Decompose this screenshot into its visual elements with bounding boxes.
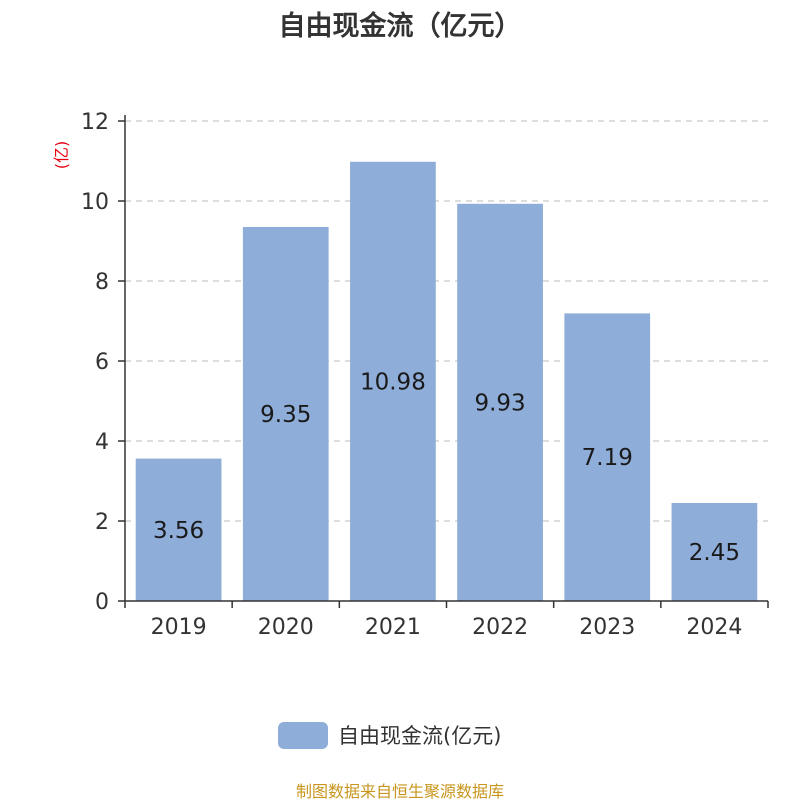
bars xyxy=(135,161,758,602)
bar-2020[interactable] xyxy=(242,227,329,601)
y-tick-label: 12 xyxy=(81,110,109,135)
data-label: 9.93 xyxy=(474,390,525,416)
bar-2022[interactable] xyxy=(457,203,543,602)
data-label: 2.45 xyxy=(689,540,740,566)
x-tick-label: 2019 xyxy=(151,615,207,640)
y-tick-label: 2 xyxy=(95,510,109,535)
bar-2023[interactable] xyxy=(564,313,651,601)
grid-lines xyxy=(125,120,768,522)
x-tick-label: 2023 xyxy=(579,615,635,640)
legend-label: 自由现金流(亿元) xyxy=(338,724,501,748)
legend-swatch xyxy=(278,722,328,749)
data-label: 9.35 xyxy=(260,402,311,428)
x-tick-label: 2022 xyxy=(472,615,528,640)
x-tick-label: 2024 xyxy=(686,615,742,640)
y-tick-label: 0 xyxy=(95,590,109,615)
data-labels: 3.56 9.35 10.98 9.93 7.19 2.45 xyxy=(153,369,740,566)
legend[interactable]: 自由现金流(亿元) xyxy=(278,722,501,749)
bar-2021[interactable] xyxy=(350,161,436,602)
axes: 0 2 4 6 8 10 12 2019 2020 2021 2022 2023 2024 xyxy=(81,110,769,640)
data-label: 7.19 xyxy=(582,445,633,471)
x-tick-label: 2021 xyxy=(365,615,421,640)
y-tick-label: 6 xyxy=(95,350,109,375)
chart-title: 自由现金流（亿元） xyxy=(278,11,522,42)
y-tick-label: 4 xyxy=(95,430,109,455)
bar-2019[interactable] xyxy=(135,458,222,601)
x-tick-label: 2020 xyxy=(258,615,314,640)
data-label: 10.98 xyxy=(360,369,426,395)
y-tick-label: 8 xyxy=(95,270,109,295)
source-note: 制图数据来自恒生聚源数据库 xyxy=(295,782,504,801)
data-label: 3.56 xyxy=(153,518,204,544)
bar-2024[interactable] xyxy=(671,503,758,601)
y-axis-unit: (亿) xyxy=(52,141,71,170)
y-tick-label: 10 xyxy=(81,190,109,215)
